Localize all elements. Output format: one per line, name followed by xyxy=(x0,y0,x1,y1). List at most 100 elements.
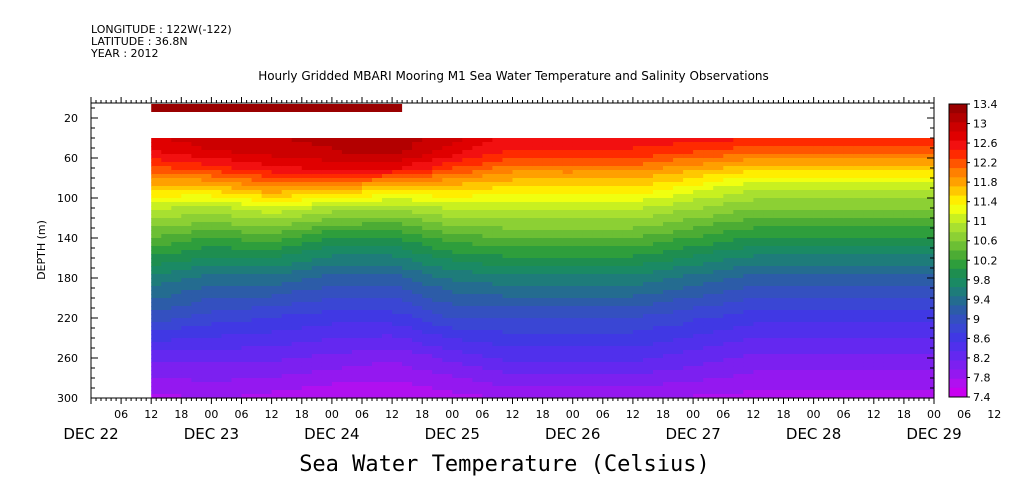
heatmap-cell xyxy=(542,354,554,359)
heatmap-cell xyxy=(281,218,293,223)
heatmap-cell xyxy=(151,150,162,155)
heatmap-cell xyxy=(793,166,805,171)
heatmap-cell xyxy=(673,290,684,295)
heatmap-cell xyxy=(903,202,915,207)
heatmap-cell xyxy=(803,246,815,251)
heatmap-cell xyxy=(883,162,895,167)
heatmap-cell xyxy=(833,366,845,371)
heatmap-cell xyxy=(903,250,915,255)
heatmap-cell xyxy=(823,206,835,211)
heatmap-cell xyxy=(301,394,313,399)
heatmap-cell xyxy=(472,270,483,275)
heatmap-cell xyxy=(522,194,534,199)
heatmap-cell xyxy=(422,330,433,335)
heatmap-cell xyxy=(713,278,724,283)
heatmap-cell xyxy=(713,330,724,335)
heatmap-cell xyxy=(693,186,704,191)
heatmap-cell xyxy=(241,138,253,143)
heatmap-cell xyxy=(883,218,895,223)
heatmap-cell xyxy=(632,154,644,159)
heatmap-cell xyxy=(803,350,815,355)
heatmap-cell xyxy=(382,318,393,323)
heatmap-cell xyxy=(663,354,674,359)
heatmap-cell xyxy=(351,374,363,379)
heatmap-cell xyxy=(793,274,805,279)
heatmap-cell xyxy=(903,214,915,219)
heatmap-cell xyxy=(251,254,263,259)
heatmap-cell xyxy=(813,262,825,267)
heatmap-cell xyxy=(803,218,815,223)
heatmap-cell xyxy=(492,242,503,247)
heatmap-cell xyxy=(331,262,343,267)
heatmap-cell xyxy=(452,154,463,159)
heatmap-cell xyxy=(422,342,433,347)
heatmap-cell xyxy=(482,274,493,279)
heatmap-cell xyxy=(622,182,634,187)
heatmap-cell xyxy=(171,166,182,171)
heatmap-cell xyxy=(582,350,594,355)
heatmap-cell xyxy=(512,310,524,315)
heatmap-cell xyxy=(813,342,825,347)
heatmap-cell xyxy=(472,178,483,183)
heatmap-cell xyxy=(462,298,473,303)
heatmap-cell xyxy=(311,378,323,383)
heatmap-cell xyxy=(542,178,554,183)
heatmap-cell xyxy=(913,318,925,323)
heatmap-cell xyxy=(693,346,704,351)
heatmap-cell xyxy=(773,278,784,283)
heatmap-cell xyxy=(612,322,624,327)
heatmap-cell xyxy=(562,190,574,195)
heatmap-cell xyxy=(281,386,293,391)
heatmap-cell xyxy=(492,186,503,191)
heatmap-cell xyxy=(552,142,564,147)
heatmap-cell xyxy=(412,318,423,323)
heatmap-cell xyxy=(743,306,754,311)
heatmap-cell xyxy=(733,170,744,175)
heatmap-cell xyxy=(502,374,514,379)
heatmap-cell xyxy=(683,326,694,331)
heatmap-cell xyxy=(803,290,815,295)
heatmap-cell xyxy=(171,294,182,299)
heatmap-cell xyxy=(462,218,473,223)
heatmap-cell xyxy=(612,210,624,215)
heatmap-cell xyxy=(462,258,473,263)
heatmap-cell xyxy=(693,298,704,303)
heatmap-cell xyxy=(833,170,845,175)
heatmap-cell xyxy=(582,382,594,387)
heatmap-cell xyxy=(572,302,584,307)
heatmap-cell xyxy=(161,154,172,159)
heatmap-cell xyxy=(422,374,433,379)
heatmap-cell xyxy=(151,230,162,235)
heatmap-cell xyxy=(382,206,393,211)
heatmap-cell xyxy=(903,242,915,247)
heatmap-cell xyxy=(422,246,433,251)
heatmap-cell xyxy=(211,314,222,319)
heatmap-cell xyxy=(903,170,915,175)
heatmap-cell xyxy=(331,258,343,263)
heatmap-cell xyxy=(372,306,383,311)
heatmap-cell xyxy=(181,234,192,239)
heatmap-cell xyxy=(592,142,604,147)
heatmap-cell xyxy=(643,334,654,339)
heatmap-cell xyxy=(843,366,855,371)
heatmap-cell xyxy=(803,150,815,155)
heatmap-cell xyxy=(331,226,343,231)
heatmap-cell xyxy=(753,358,764,363)
heatmap-cell xyxy=(903,186,915,191)
heatmap-cell xyxy=(743,354,754,359)
heatmap-cell xyxy=(502,142,514,147)
heatmap-cell xyxy=(261,346,273,351)
heatmap-cell xyxy=(713,266,724,271)
heatmap-cell xyxy=(883,238,895,243)
heatmap-cell xyxy=(793,278,805,283)
heatmap-cell xyxy=(201,146,212,151)
heatmap-cell xyxy=(311,310,323,315)
heatmap-cell xyxy=(301,366,313,371)
heatmap-cell xyxy=(713,270,724,275)
heatmap-cell xyxy=(833,298,845,303)
heatmap-cell xyxy=(683,390,694,395)
heatmap-cell xyxy=(482,318,493,323)
heatmap-cell xyxy=(311,390,323,395)
heatmap-cell xyxy=(442,182,453,187)
heatmap-cell xyxy=(853,186,865,191)
